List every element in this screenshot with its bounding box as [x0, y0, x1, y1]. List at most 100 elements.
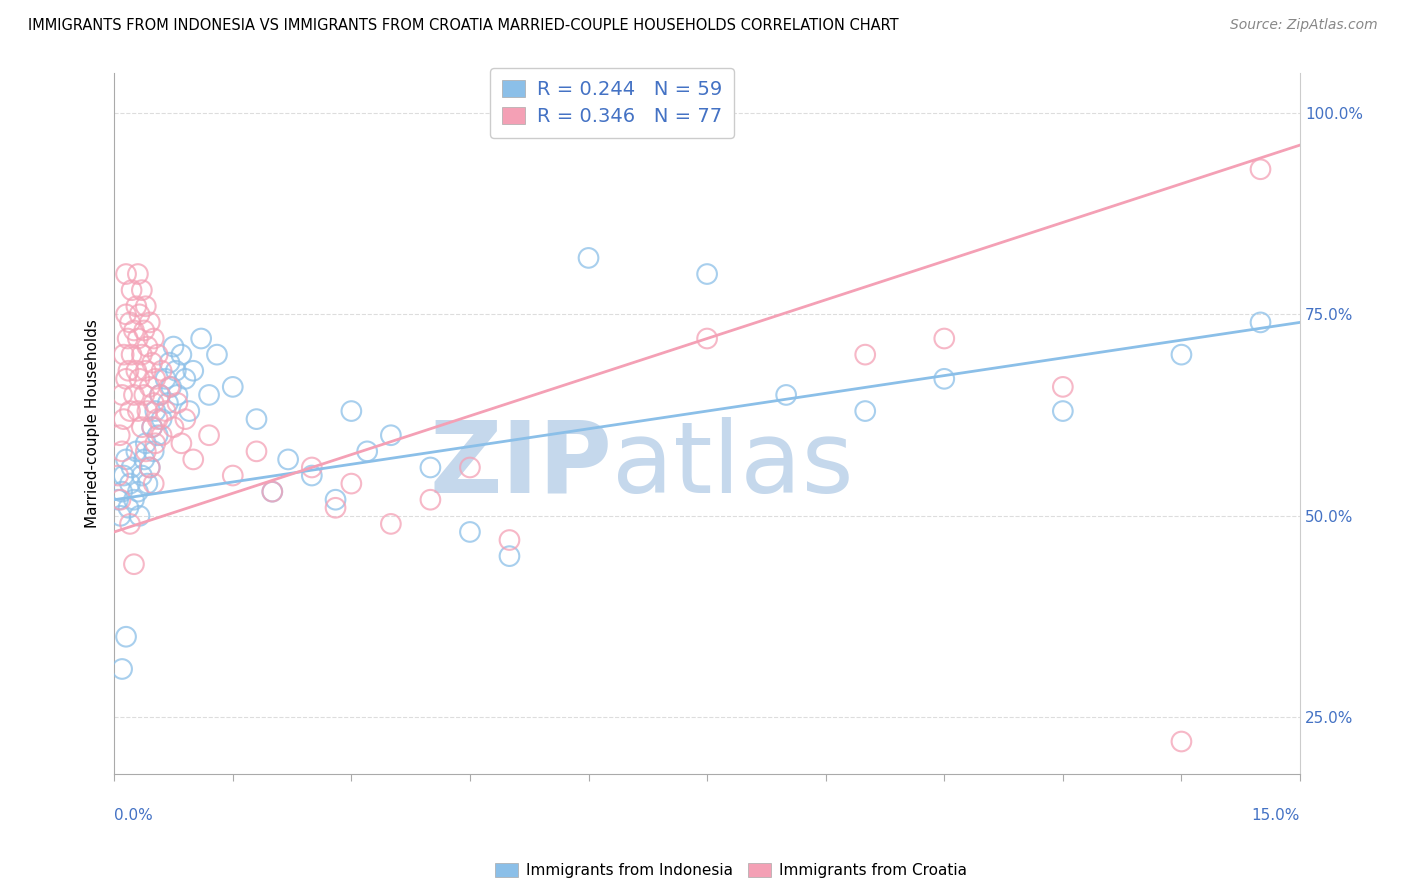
Point [135, 436, 157, 450]
Point [110, 508, 132, 523]
Point [112, 412, 135, 426]
Text: IMMIGRANTS FROM INDONESIA VS IMMIGRANTS FROM CROATIA MARRIED-COUPLE HOUSEHOLDS C: IMMIGRANTS FROM INDONESIA VS IMMIGRANTS … [28, 18, 898, 33]
Point [1052, 404, 1074, 418]
Point [458, 460, 481, 475]
Point [111, 484, 134, 499]
Point [356, 444, 378, 458]
Point [162, 340, 184, 354]
Point [135, 364, 157, 378]
Point [115, 267, 138, 281]
Point [125, 364, 148, 378]
Point [135, 444, 157, 458]
Point [150, 412, 173, 426]
Text: 0.0%: 0.0% [114, 808, 153, 823]
Point [107, 468, 129, 483]
Point [131, 420, 153, 434]
Point [135, 299, 157, 313]
Point [1170, 348, 1192, 362]
Point [142, 476, 165, 491]
Point [159, 380, 181, 394]
Point [136, 476, 159, 491]
Point [155, 372, 177, 386]
Point [115, 452, 138, 467]
Point [146, 428, 169, 442]
Point [122, 492, 145, 507]
Point [146, 412, 169, 426]
Point [181, 452, 204, 467]
Point [853, 404, 876, 418]
Point [179, 404, 201, 418]
Point [340, 404, 363, 418]
Point [111, 444, 134, 458]
Point [301, 460, 323, 475]
Y-axis label: Married-couple Households: Married-couple Households [86, 318, 100, 527]
Point [198, 388, 221, 402]
Point [419, 492, 441, 507]
Point [150, 428, 173, 442]
Point [143, 404, 166, 418]
Point [142, 444, 165, 458]
Point [121, 460, 143, 475]
Point [262, 484, 284, 499]
Point [419, 460, 441, 475]
Point [181, 364, 204, 378]
Point [146, 348, 169, 362]
Point [498, 549, 520, 563]
Point [245, 444, 267, 458]
Point [325, 492, 347, 507]
Point [162, 420, 184, 434]
Text: ZIP: ZIP [429, 417, 612, 514]
Point [136, 340, 159, 354]
Point [142, 332, 165, 346]
Point [110, 492, 132, 507]
Point [107, 492, 129, 507]
Point [111, 662, 134, 676]
Point [1170, 734, 1192, 748]
Point [141, 420, 163, 434]
Point [159, 356, 181, 370]
Point [127, 267, 149, 281]
Point [380, 516, 402, 531]
Point [205, 348, 228, 362]
Point [118, 404, 141, 418]
Point [277, 452, 299, 467]
Text: Source: ZipAtlas.com: Source: ZipAtlas.com [1230, 18, 1378, 32]
Point [150, 364, 173, 378]
Point [498, 533, 520, 547]
Point [121, 283, 143, 297]
Point [131, 468, 153, 483]
Point [1250, 162, 1272, 177]
Point [128, 307, 150, 321]
Point [128, 508, 150, 523]
Point [174, 372, 197, 386]
Point [136, 404, 159, 418]
Point [127, 332, 149, 346]
Point [125, 444, 148, 458]
Point [134, 452, 156, 467]
Point [934, 332, 956, 346]
Point [198, 428, 221, 442]
Point [122, 558, 145, 572]
Legend: Immigrants from Indonesia, Immigrants from Croatia: Immigrants from Indonesia, Immigrants fr… [489, 857, 973, 884]
Point [143, 436, 166, 450]
Point [131, 283, 153, 297]
Point [1052, 380, 1074, 394]
Point [222, 380, 245, 394]
Point [139, 380, 162, 394]
Point [380, 428, 402, 442]
Point [340, 476, 363, 491]
Point [149, 388, 172, 402]
Point [696, 332, 718, 346]
Point [117, 500, 139, 515]
Point [134, 323, 156, 337]
Point [853, 348, 876, 362]
Point [222, 468, 245, 483]
Point [115, 630, 138, 644]
Point [1250, 315, 1272, 329]
Point [155, 404, 177, 418]
Point [165, 364, 187, 378]
Point [166, 388, 188, 402]
Point [325, 500, 347, 515]
Point [115, 372, 138, 386]
Point [143, 372, 166, 386]
